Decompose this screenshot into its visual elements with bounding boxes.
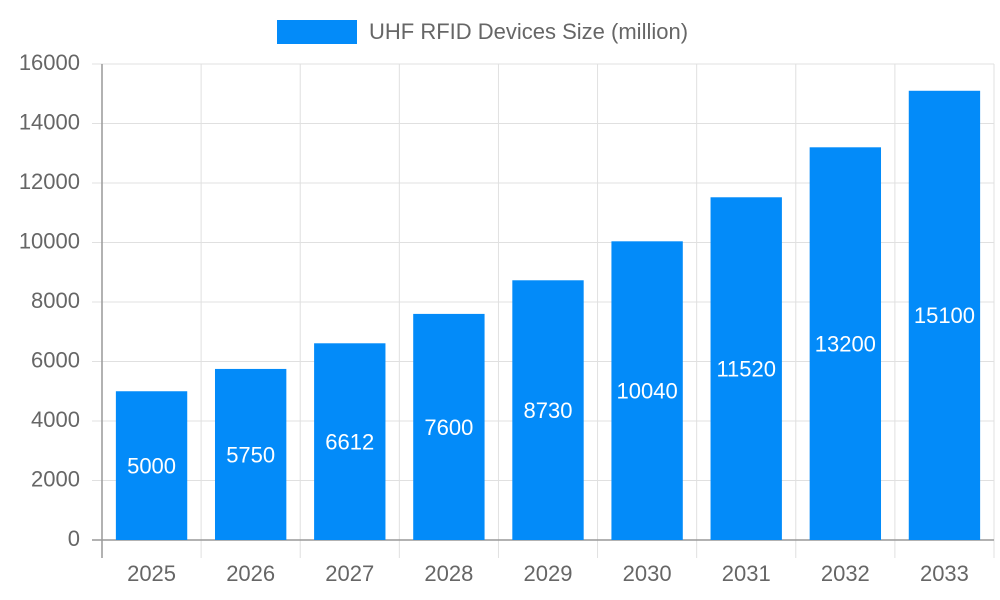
y-tick-label: 14000 <box>19 109 80 134</box>
bar <box>115 391 188 540</box>
bar <box>214 368 287 540</box>
value-label: 5000 <box>127 453 176 478</box>
y-tick-label: 4000 <box>31 407 80 432</box>
value-label: 5750 <box>226 442 275 467</box>
value-label: 13200 <box>815 331 876 356</box>
x-tick-label: 2032 <box>821 561 870 586</box>
x-tick-label: 2029 <box>524 561 573 586</box>
x-tick-label: 2030 <box>623 561 672 586</box>
x-tick-label: 2025 <box>127 561 176 586</box>
bar <box>611 241 683 540</box>
y-tick-label: 6000 <box>31 347 80 372</box>
value-label: 11520 <box>716 356 776 381</box>
bar <box>314 343 386 540</box>
bar <box>512 280 584 540</box>
value-label: 6612 <box>325 429 374 454</box>
value-label: 10040 <box>617 378 678 403</box>
bar <box>413 313 485 540</box>
x-tick-label: 2033 <box>920 561 969 586</box>
y-tick-label: 2000 <box>31 466 80 491</box>
value-label: 8730 <box>524 398 573 423</box>
x-tick-label: 2028 <box>424 561 473 586</box>
bar <box>809 147 882 541</box>
y-tick-label: 16000 <box>19 50 80 75</box>
y-tick-label: 12000 <box>19 169 80 194</box>
x-tick-label: 2027 <box>325 561 374 586</box>
x-tick-label: 2026 <box>226 561 275 586</box>
x-tick-label: 2031 <box>722 561 771 586</box>
value-label: 15100 <box>914 303 975 328</box>
y-tick-label: 10000 <box>19 228 80 253</box>
y-tick-label: 8000 <box>31 288 80 313</box>
bar <box>908 90 981 541</box>
y-tick-label: 0 <box>68 526 80 551</box>
legend-swatch <box>277 20 357 44</box>
legend-label: UHF RFID Devices Size (million) <box>369 19 688 44</box>
value-label: 7600 <box>424 415 473 440</box>
bar <box>710 197 782 540</box>
